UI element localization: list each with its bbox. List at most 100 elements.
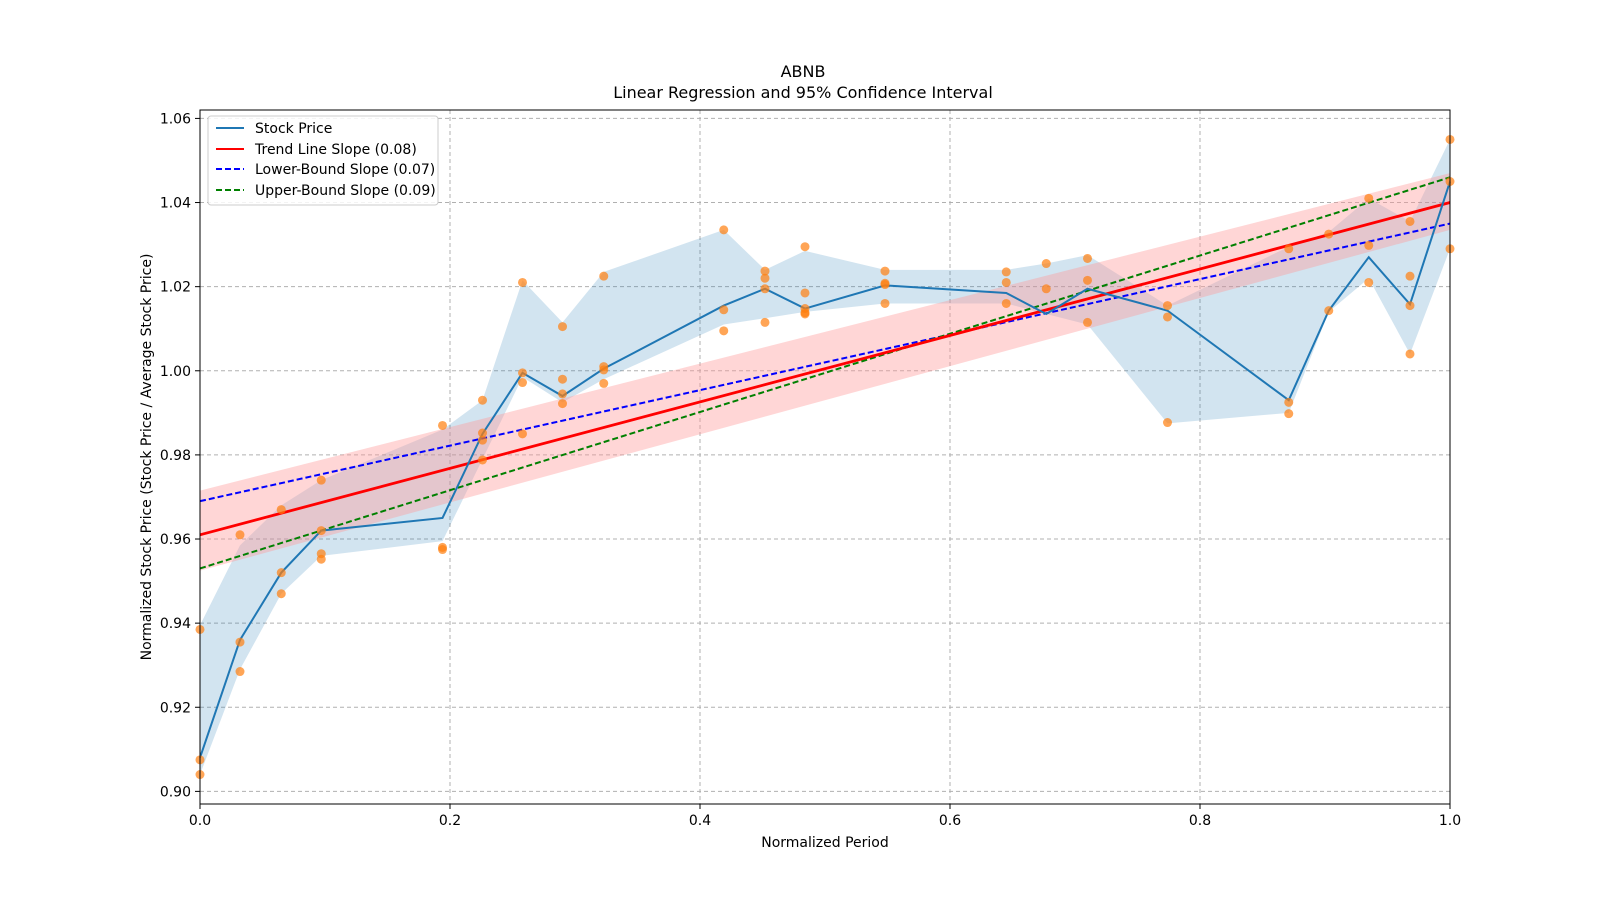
stock-price-polyline (199, 181, 1451, 759)
lower-bound-line (199, 222, 1451, 503)
scatter-point (1083, 253, 1092, 263)
stock-price-line (199, 181, 1451, 759)
scatter-point (800, 309, 810, 319)
scatter-point (438, 545, 447, 555)
scatter-point (1001, 277, 1011, 287)
scatter-point (276, 505, 286, 515)
scatter-point (316, 554, 326, 564)
scatter-point (1001, 267, 1011, 277)
x-axis-label: Normalized Period (761, 835, 889, 851)
scatter-point (599, 271, 609, 281)
scatter-point (1405, 271, 1415, 281)
y-tick-label: 0.94 (160, 616, 191, 632)
y-tick-label: 0.98 (160, 448, 191, 464)
scatter-point (760, 317, 770, 327)
regression-lines (199, 176, 1451, 570)
x-axis-ticks: 0.0 0.2 0.4 0.6 0.8 1.0 (189, 804, 1461, 829)
upper-bound-line (199, 176, 1451, 570)
scatter-point (1041, 259, 1051, 269)
scatter-point (719, 225, 729, 235)
scatter-point (276, 589, 286, 599)
scatter-point (235, 667, 245, 677)
stock-confidence-band (200, 139, 1450, 775)
legend: Stock Price Trend Line Slope (0.08) Lowe… (207, 115, 439, 206)
scatter-point (719, 305, 729, 315)
scatter-point (1041, 284, 1051, 294)
scatter-point (1284, 409, 1294, 419)
scatter-point (558, 389, 567, 399)
y-axis-label: Normalized Stock Price (Stock Price / Av… (139, 254, 155, 661)
scatter-point (1405, 349, 1415, 359)
scatter-point (1405, 301, 1415, 311)
scatter-point (1405, 216, 1415, 226)
scatter-point (1284, 397, 1294, 407)
scatter-point (1284, 244, 1294, 254)
scatter-point (1163, 418, 1172, 428)
scatter-point (760, 273, 770, 283)
y-axis-ticks: 0.90 0.92 0.94 0.96 0.98 1.00 1.02 1.04 1.06 (160, 111, 200, 800)
scatter-point (599, 378, 609, 388)
x-tick-label: 0.4 (689, 813, 711, 829)
x-tick-label: 0.0 (189, 813, 211, 829)
scatter-point (276, 568, 286, 578)
scatter-point (1324, 229, 1334, 239)
scatter-point (478, 455, 487, 465)
scatter-point (1364, 277, 1374, 287)
x-tick-label: 0.8 (1189, 813, 1211, 829)
scatter-point (1083, 317, 1092, 327)
scatter-point (800, 288, 810, 298)
scatter-point (760, 284, 770, 294)
legend-trend-line-label: Trend Line Slope (0.08) (254, 142, 417, 158)
scatter-point (880, 280, 890, 290)
scatter-point (235, 530, 245, 540)
y-tick-label: 1.00 (160, 364, 191, 380)
stock-band-area (200, 139, 1450, 775)
legend-frame (207, 115, 439, 206)
scatter-point (558, 374, 567, 384)
y-tick-label: 1.02 (160, 280, 191, 296)
scatter-point (316, 526, 326, 536)
scatter-point (800, 242, 810, 252)
x-tick-label: 0.2 (439, 813, 461, 829)
scatter-point (1364, 193, 1374, 203)
x-tick-label: 1.0 (1439, 813, 1461, 829)
y-tick-label: 1.06 (160, 111, 191, 127)
scatter-point (518, 368, 527, 378)
scatter-point (599, 365, 609, 375)
scatter-point (719, 326, 729, 336)
scatter-point (1364, 240, 1374, 250)
chart-title: ABNB (781, 62, 826, 81)
y-tick-label: 1.04 (160, 196, 191, 212)
scatter-point (880, 298, 890, 308)
legend-lower-bound-label: Lower-Bound Slope (0.07) (255, 162, 435, 178)
scatter-point (518, 429, 527, 439)
scatter-point (1083, 275, 1092, 285)
legend-stock-price-label: Stock Price (255, 121, 332, 137)
scatter-point (478, 435, 487, 445)
scatter-point (558, 322, 567, 332)
y-tick-label: 0.92 (160, 700, 191, 716)
scatter-point (558, 399, 567, 409)
scatter-point (1001, 298, 1011, 308)
scatter-point (478, 395, 487, 405)
scatter-points (195, 134, 1455, 780)
scatter-point (438, 420, 447, 430)
scatter-point (1163, 312, 1172, 322)
grid-lines (199, 110, 1451, 804)
scatter-point (518, 277, 527, 287)
scatter-point (1163, 301, 1172, 311)
scatter-point (518, 378, 527, 388)
x-tick-label: 0.6 (939, 813, 961, 829)
chart-subtitle: Linear Regression and 95% Confidence Int… (613, 83, 993, 102)
plot-frame (199, 109, 1451, 805)
scatter-point (478, 428, 487, 438)
scatter-point (1324, 306, 1334, 316)
scatter-point (235, 637, 245, 647)
y-tick-label: 0.96 (160, 532, 191, 548)
scatter-point (880, 266, 890, 276)
legend-upper-bound-label: Upper-Bound Slope (0.09) (255, 183, 436, 199)
scatter-point (316, 475, 326, 485)
trend-line (199, 201, 1451, 537)
y-tick-label: 0.90 (160, 784, 191, 800)
